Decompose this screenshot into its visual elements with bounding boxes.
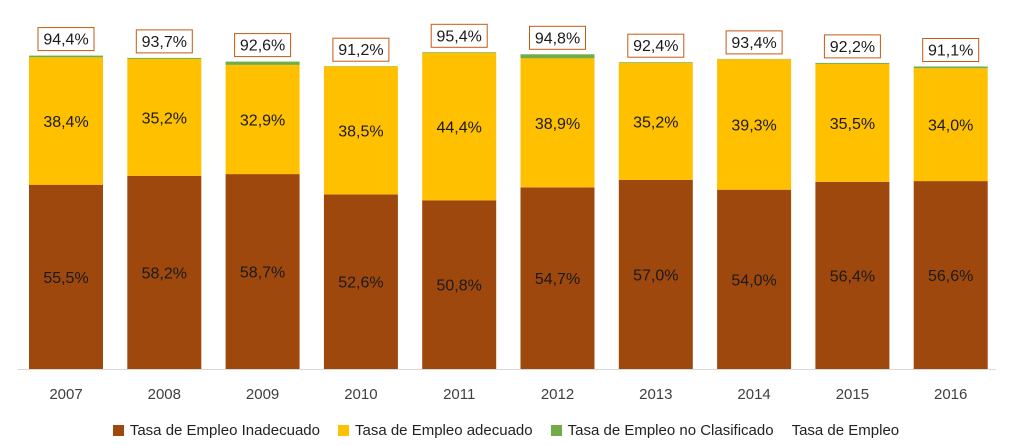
data-label-2009-s0: 58,7% (240, 265, 285, 282)
data-label-2010-s1: 38,5% (338, 124, 383, 141)
x-tick-label-2009: 2009 (246, 386, 279, 403)
x-tick-label-2010: 2010 (344, 386, 377, 403)
total-label-box-2010 (332, 37, 390, 62)
bar-segment-2008-s0 (127, 175, 202, 369)
total-label-box-2007 (37, 27, 95, 52)
data-label-2015-s0: 56,4% (830, 268, 875, 285)
total-label-2012: 94,8% (535, 30, 580, 47)
total-label-box-2016 (922, 38, 980, 62)
bar-segment-2012-s2 (520, 54, 595, 59)
x-tick-label-2016: 2016 (934, 386, 967, 403)
bar-segment-2009-s1 (225, 64, 300, 175)
data-label-2014-s0: 54,0% (731, 272, 776, 289)
bar-segment-2011-s2 (422, 52, 497, 53)
x-tick-label-2007: 2007 (49, 386, 82, 403)
total-label-box-2013 (627, 33, 685, 58)
total-label-box-2008 (135, 29, 193, 54)
bar-segment-2015-s2 (815, 62, 890, 64)
bar-segment-2010-s1 (323, 66, 398, 195)
total-label-2013: 92,4% (633, 38, 678, 55)
data-label-2009-s1: 32,9% (240, 113, 285, 130)
legend: Tasa de Empleo Inadecuado Tasa de Empleo… (0, 418, 1012, 442)
bar-segment-2016-s0 (913, 181, 988, 369)
total-label-2014: 93,4% (731, 35, 776, 52)
bar-segment-2012-s0 (520, 187, 595, 369)
legend-item-inadecuado: Tasa de Empleo Inadecuado (112, 421, 320, 439)
bar-segment-2009-s2 (225, 61, 300, 65)
legend-label-no-clasificado: Tasa de Empleo no Clasificado (567, 421, 774, 439)
data-label-2007-s1: 38,4% (43, 114, 88, 131)
total-label-box-2014 (725, 30, 783, 55)
bar-segment-2014-s0 (717, 189, 792, 369)
bar-segment-2013-s1 (618, 62, 693, 180)
bar-segment-2015-s0 (815, 181, 890, 369)
data-label-2011-s1: 44,4% (437, 120, 482, 137)
x-tick-label-2011: 2011 (443, 386, 475, 403)
data-label-2016-s0: 56,6% (928, 268, 973, 285)
data-label-2007-s0: 55,5% (43, 270, 88, 287)
legend-swatch-inadecuado (112, 424, 124, 436)
legend-item-no-clasificado: Tasa de Empleo no Clasificado (550, 421, 774, 439)
x-tick-labels-layer: 2007 2008 2009 2010 2011 2012 2013 2014 2015 2016 (49, 386, 967, 403)
data-label-2008-s0: 58,2% (142, 265, 187, 282)
total-label-2008: 93,7% (142, 34, 187, 51)
bar-segment-2014-s1 (717, 59, 792, 190)
data-label-2012-s1: 38,9% (535, 116, 580, 133)
total-label-box-2009 (234, 33, 292, 58)
bar-segment-2013-s2 (618, 62, 693, 63)
data-label-2011-s0: 50,8% (437, 278, 482, 295)
bar-segment-2011-s1 (422, 52, 497, 201)
legend-swatch-adecuado (337, 424, 349, 436)
bar-segment-2016-s1 (913, 68, 988, 182)
legend-label-tasa-empleo: Tasa de Empleo (791, 421, 900, 439)
total-label-2011: 95,4% (437, 28, 482, 45)
bar-segment-2008-s1 (127, 58, 202, 176)
total-label-2007: 94,4% (43, 32, 88, 49)
total-label-2016: 91,1% (928, 43, 973, 60)
bar-segment-2011-s0 (422, 200, 497, 369)
data-label-2014-s1: 39,3% (731, 118, 776, 135)
bar-segment-2012-s1 (520, 58, 595, 188)
bar-segment-2007-s0 (29, 184, 103, 369)
total-label-2015: 92,2% (830, 39, 875, 56)
bar-segment-2010-s0 (323, 194, 398, 369)
bar-segment-2015-s1 (815, 63, 890, 182)
data-label-2015-s1: 35,5% (830, 116, 875, 133)
legend-item-adecuado: Tasa de Empleo adecuado (337, 421, 533, 439)
data-label-2012-s0: 54,7% (535, 271, 580, 288)
x-tick-label-2008: 2008 (148, 386, 181, 403)
total-label-box-2015 (823, 34, 881, 59)
total-label-2010: 91,2% (338, 42, 383, 59)
data-label-2010-s0: 52,6% (338, 275, 383, 292)
data-labels-layer: 55,5% 38,4% 94,4% 58,2% 35,2% 93,7% 58,7% 32,9%… (37, 23, 980, 295)
data-label-2008-s1: 35,2% (142, 110, 187, 127)
bars-layer (29, 52, 988, 369)
total-label-2009: 92,6% (240, 38, 285, 55)
total-label-box-2011 (430, 23, 488, 48)
bar-segment-2007-s2 (29, 55, 103, 58)
x-tick-label-2015: 2015 (836, 386, 869, 403)
x-tick-label-2014: 2014 (737, 386, 770, 403)
bar-segment-2008-s2 (127, 57, 202, 59)
legend-item-tasa-empleo: Tasa de Empleo (792, 422, 900, 439)
bar-segment-2009-s0 (225, 174, 300, 369)
data-label-2013-s0: 57,0% (633, 267, 678, 284)
legend-swatch-no-clasificado (550, 424, 562, 436)
x-tick-label-2013: 2013 (639, 386, 672, 403)
legend-label-adecuado: Tasa de Empleo adecuado (354, 421, 533, 439)
data-label-2013-s1: 35,2% (633, 114, 678, 131)
legend-label-inadecuado: Tasa de Empleo Inadecuado (129, 421, 320, 439)
bar-segment-2016-s2 (913, 66, 988, 69)
bar-segment-2013-s0 (618, 179, 693, 369)
bar-segment-2007-s1 (29, 57, 103, 185)
data-label-2016-s1: 34,0% (928, 118, 973, 135)
total-label-box-2012 (529, 25, 586, 50)
x-tick-label-2012: 2012 (541, 386, 574, 403)
